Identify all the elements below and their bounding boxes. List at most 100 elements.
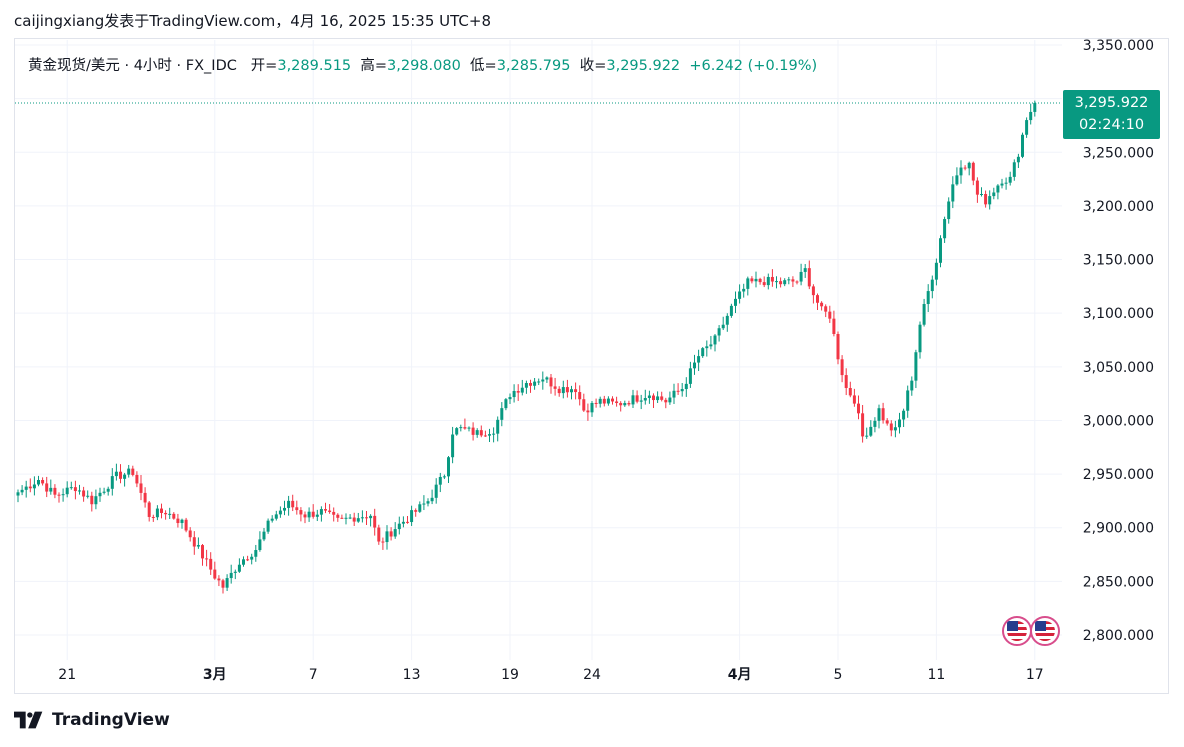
candle-body	[426, 501, 430, 504]
x-tick-label: 11	[927, 667, 945, 683]
candle-body	[291, 500, 295, 508]
candle-body	[270, 518, 274, 521]
x-tick-label: 17	[1026, 667, 1044, 683]
candle-body	[926, 291, 930, 305]
candle-body	[820, 302, 824, 307]
candle-body	[947, 201, 951, 220]
candle-body	[565, 387, 569, 393]
candle-body	[57, 494, 61, 496]
candle-body	[840, 359, 844, 376]
candle-body	[582, 399, 586, 411]
price-axis: 3,350.0003,300.0003,250.0003,200.0003,15…	[1083, 38, 1154, 644]
candle-body	[459, 427, 463, 429]
candle-body	[586, 410, 590, 413]
candle-body	[746, 278, 750, 289]
candle-body	[278, 510, 282, 515]
candle-body	[844, 375, 848, 389]
candle-body	[246, 559, 250, 561]
candle-body	[889, 423, 893, 431]
candle-body	[283, 507, 286, 511]
candle-body	[45, 483, 49, 492]
x-tick-label: 4月	[728, 667, 752, 683]
candle-body	[225, 578, 229, 588]
candle-body	[635, 395, 639, 402]
us-flag-icon[interactable]	[1002, 616, 1032, 646]
candle-body	[233, 571, 237, 573]
us-flag-icon[interactable]	[1030, 616, 1060, 646]
candle-body	[676, 390, 680, 392]
candle-body	[406, 521, 409, 523]
candle-body	[41, 480, 45, 484]
open-value: 3,289.515	[277, 58, 352, 74]
change-value: +6.242 (+0.19%)	[689, 58, 818, 74]
candle-body	[274, 514, 278, 519]
candle-body	[574, 389, 578, 393]
candle-body	[529, 383, 532, 386]
candle-body	[1016, 156, 1020, 163]
candle-body	[647, 395, 651, 399]
candle-body	[910, 380, 914, 391]
candle-body	[578, 392, 582, 400]
candle-body	[984, 193, 988, 205]
candle-body	[713, 335, 717, 345]
candle-body	[734, 298, 737, 306]
candle-body	[192, 537, 196, 547]
candles	[16, 100, 1037, 594]
y-tick-label: 2,800.000	[1083, 628, 1154, 644]
candle-body	[147, 502, 151, 517]
candle-body	[340, 517, 344, 519]
candle-body	[155, 508, 159, 518]
candle-body	[258, 539, 262, 551]
candle-body	[848, 388, 852, 396]
candle-body	[852, 395, 856, 404]
candle-body	[90, 495, 94, 505]
candle-body	[488, 434, 491, 436]
candle-body	[344, 517, 348, 519]
candle-body	[299, 510, 303, 515]
candle-body	[795, 281, 799, 283]
candle-body	[336, 514, 340, 518]
candle-body	[119, 471, 122, 479]
candle-body	[250, 556, 254, 560]
y-tick-label: 3,000.000	[1083, 413, 1154, 429]
candle-body	[906, 390, 910, 411]
candle-body	[705, 346, 709, 349]
candle-body	[1033, 103, 1037, 112]
candle-body	[49, 487, 53, 492]
candle-body	[463, 427, 467, 429]
footer-branding[interactable]: TradingView	[14, 710, 170, 730]
candle-body	[475, 430, 479, 435]
tradingview-logo-icon	[14, 711, 43, 729]
candle-body	[254, 550, 258, 557]
candle-body	[471, 427, 475, 435]
candle-body	[176, 518, 180, 524]
candle-body	[205, 558, 209, 560]
event-flags[interactable]	[1002, 616, 1062, 648]
candle-body	[729, 305, 733, 316]
candle-body	[352, 517, 356, 522]
candle-body	[750, 278, 754, 282]
candle-body	[69, 487, 73, 489]
candle-body	[164, 512, 168, 515]
candle-body	[303, 514, 307, 518]
candle-body	[184, 519, 188, 531]
candle-body	[1029, 111, 1033, 121]
candle-body	[381, 541, 385, 543]
candle-body	[287, 500, 291, 508]
x-tick-label: 19	[501, 667, 519, 683]
candle-body	[643, 398, 647, 401]
candle-body	[397, 523, 401, 530]
candle-body	[627, 403, 631, 405]
candle-body	[73, 487, 77, 492]
candle-body	[623, 403, 627, 406]
candle-body	[229, 572, 233, 579]
candle-body	[688, 368, 692, 384]
candle-body	[504, 399, 508, 409]
candle-body	[434, 484, 438, 498]
candle-body	[836, 334, 840, 360]
candle-body	[873, 420, 877, 427]
candle-body	[151, 516, 155, 518]
candle-body	[217, 578, 221, 581]
candle-body	[520, 387, 524, 393]
